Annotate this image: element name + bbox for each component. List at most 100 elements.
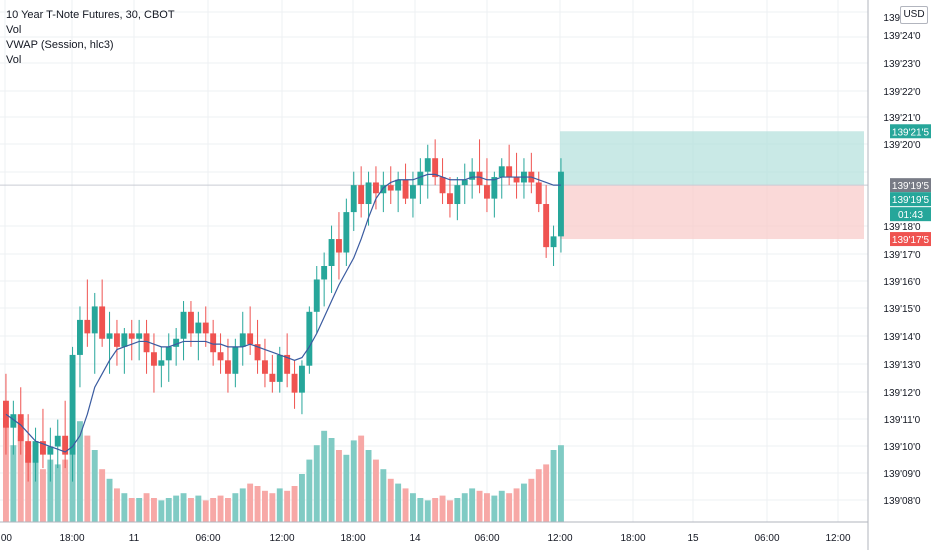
volume-bar <box>151 498 157 522</box>
axes: 139'25'0139'24'0139'23'0139'22'0139'21'0… <box>0 0 921 550</box>
volume-bar <box>158 500 165 522</box>
volume-bar <box>106 478 113 522</box>
loss-zone <box>560 185 864 240</box>
volume-bar <box>254 486 261 522</box>
volume-bar <box>232 493 239 522</box>
candle-body <box>121 333 128 347</box>
price-tick-label: 139'11'0 <box>884 415 921 426</box>
price-label-text: 139'17'5 <box>892 235 930 246</box>
candle-body <box>454 185 461 205</box>
candle-body <box>417 171 424 186</box>
candle-body <box>395 179 402 191</box>
volume-bar <box>454 498 461 522</box>
volume-bar <box>439 495 446 522</box>
candle-body <box>106 333 113 339</box>
candle-body <box>284 354 291 374</box>
price-tick-label: 139'20'0 <box>883 140 921 151</box>
vwap-line <box>5 173 561 453</box>
time-tick-label: 06:00 <box>754 533 779 544</box>
candle-body <box>343 212 350 253</box>
candle-body <box>91 306 98 334</box>
price-tick-label: 139'09'0 <box>883 469 921 480</box>
candle-body <box>195 322 202 334</box>
legend-vwap[interactable]: VWAP (Session, hlc3) <box>6 39 114 51</box>
candle-body <box>262 360 268 374</box>
volume-bar <box>491 495 498 522</box>
volume-bar <box>417 498 424 522</box>
currency-button[interactable]: USD <box>900 6 928 24</box>
candle-body <box>469 171 476 180</box>
candle-body <box>328 239 335 266</box>
volume-bar <box>128 498 135 522</box>
time-tick-label: 18:00 <box>620 533 645 544</box>
price-label-text: 139'21'5 <box>892 127 930 138</box>
symbol-title[interactable]: 10 Year T-Note Futures, 30, CBOT <box>6 9 175 21</box>
volume-bar <box>380 469 387 522</box>
volume-bar <box>358 435 365 522</box>
candle-body <box>136 333 143 339</box>
price-tick-label: 139'12'0 <box>883 388 921 399</box>
candle-body <box>336 239 342 253</box>
volume-bar <box>410 493 416 522</box>
volume-bar <box>521 483 527 522</box>
volume-bar <box>387 478 394 522</box>
legend-vol-1[interactable]: Vol <box>6 24 22 36</box>
candle-body <box>506 166 513 178</box>
candle-body <box>543 204 550 248</box>
legend-vol-2[interactable]: Vol <box>6 54 22 66</box>
volume-bar <box>32 450 39 522</box>
volume-bar <box>336 450 342 522</box>
candle-body <box>77 319 83 355</box>
volume-bar <box>114 488 120 522</box>
candle-body <box>410 185 416 199</box>
volume-bar <box>62 459 69 522</box>
candle-body <box>62 435 69 455</box>
candle-body <box>350 185 357 213</box>
candle-body <box>84 319 91 334</box>
candle-body <box>210 333 217 353</box>
price-tick-label: 139'24'0 <box>883 31 921 42</box>
time-tick-label: 06:00 <box>195 533 220 544</box>
time-tick-label: 12:00 <box>825 533 850 544</box>
candle-body <box>217 352 224 361</box>
candle-body <box>239 333 246 347</box>
volume-bar <box>180 493 187 522</box>
volume-bar <box>484 493 490 522</box>
volume-bar <box>91 450 98 522</box>
volume-bar <box>343 454 350 522</box>
risk-reward-zones[interactable] <box>0 131 868 240</box>
candle-body <box>387 185 394 191</box>
candle-body <box>513 177 520 183</box>
price-tick-label: 139'21'0 <box>883 113 921 124</box>
volume-bar <box>424 500 431 522</box>
volume-bar <box>99 469 106 522</box>
volume-bar <box>269 493 276 522</box>
volume-bar <box>202 500 209 522</box>
volume-bar <box>225 498 231 522</box>
volume-bar <box>350 440 357 522</box>
candle-body <box>69 354 76 455</box>
volume-bar <box>306 459 313 522</box>
price-tick-label: 139'16'0 <box>883 277 921 288</box>
candle-body <box>32 441 39 463</box>
candle-body <box>10 414 17 428</box>
chart-legend: 10 Year T-Note Futures, 30, CBOT Vol VWA… <box>6 8 175 68</box>
time-tick-label: 12:00 <box>547 533 572 544</box>
volume-bar <box>262 490 268 522</box>
candle-body <box>432 158 439 178</box>
time-tick-label: 18:00 <box>59 533 84 544</box>
candle-body <box>54 435 61 447</box>
price-label-bg <box>890 192 931 207</box>
volume-bar <box>550 450 557 522</box>
price-tick-label: 139'23'0 <box>883 59 921 70</box>
candle-body <box>380 185 387 194</box>
volume-bar <box>217 495 224 522</box>
volume-bar <box>528 478 535 522</box>
volume-bar <box>469 488 476 522</box>
candle-body <box>143 333 150 353</box>
time-tick-label: :00 <box>0 533 12 544</box>
candle-body <box>158 360 165 366</box>
candle-body <box>313 279 320 312</box>
